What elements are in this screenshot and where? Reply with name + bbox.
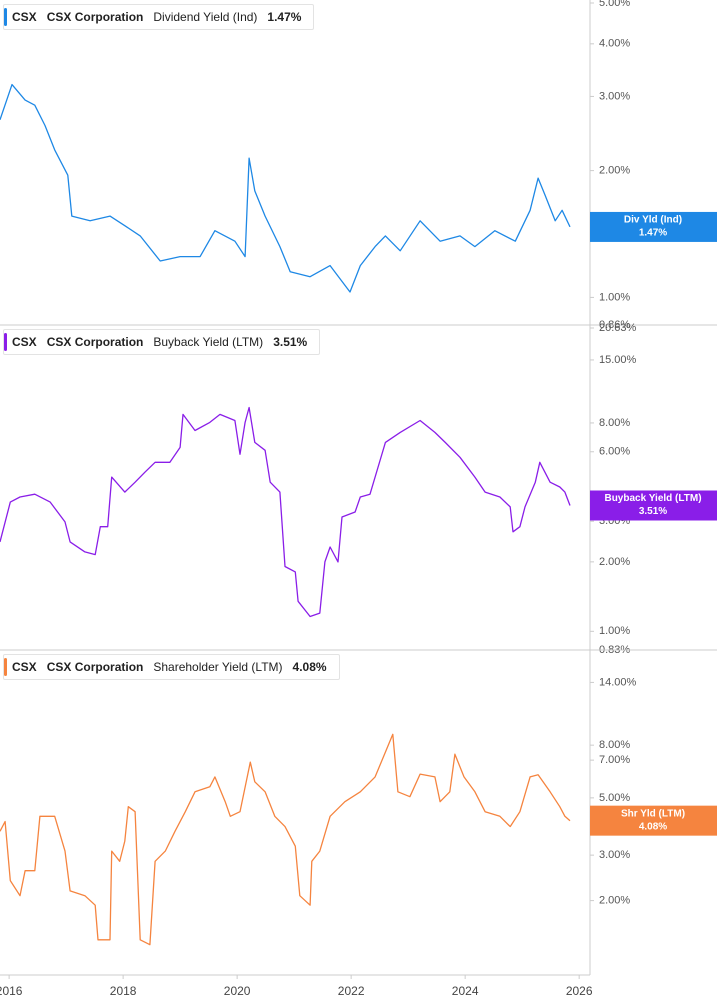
x-tick-label: 2020 — [224, 984, 251, 998]
series-line — [0, 83, 571, 293]
legend-swatch — [4, 333, 7, 351]
y-tick-label: 4.00% — [599, 38, 630, 50]
current-value-label: 3.51% — [639, 506, 667, 517]
x-tick-label: 2018 — [110, 984, 137, 998]
ticker: CSX — [12, 335, 37, 349]
legend: CSX CSX Corporation Buyback Yield (LTM) … — [3, 329, 321, 355]
y-tick-label: 3.00% — [599, 90, 630, 102]
current-value-label: 4.08% — [639, 821, 667, 832]
legend: CSX CSX Corporation Dividend Yield (Ind)… — [3, 4, 315, 30]
current-value-box — [590, 211, 717, 242]
x-tick-label: 2022 — [338, 984, 365, 998]
y-tick-label: 2.00% — [599, 895, 630, 907]
y-tick-label: 14.00% — [599, 676, 637, 688]
y-tick-label: 1.00% — [599, 291, 630, 303]
y-tick-label: 7.00% — [599, 754, 630, 766]
y-tick-label: 5.00% — [599, 0, 630, 9]
y-tick-label: 3.00% — [599, 849, 630, 861]
legend-swatch — [4, 8, 7, 26]
y-tick-label: 2.00% — [599, 165, 630, 177]
y-tick-label: 2.00% — [599, 556, 630, 568]
current-value: 3.51% — [273, 335, 308, 349]
ticker: CSX — [12, 10, 37, 24]
y-tick-label: 5.00% — [599, 792, 630, 804]
x-tick-label: 2024 — [452, 984, 479, 998]
x-tick-label: 2016 — [0, 984, 23, 998]
x-tick-label: 2026 — [566, 984, 593, 998]
current-series-name: Div Yld (Ind) — [624, 215, 682, 226]
series-name: Dividend Yield (Ind) — [153, 10, 258, 24]
legend-swatch — [4, 658, 7, 676]
y-tick-label: 20.63% — [599, 322, 637, 334]
company: CSX Corporation — [46, 335, 144, 349]
y-tick-label: 1.00% — [599, 625, 630, 637]
y-tick-label: 8.00% — [599, 739, 630, 751]
current-value-box — [590, 490, 717, 521]
series-line — [0, 733, 571, 946]
y-tick-label: 15.00% — [599, 354, 637, 366]
current-value: 1.47% — [267, 10, 302, 24]
series-line — [0, 406, 571, 618]
y-tick-label: 6.00% — [599, 446, 630, 458]
y-tick-label: 8.00% — [599, 417, 630, 429]
current-series-name: Buyback Yield (LTM) — [604, 493, 701, 504]
ticker: CSX — [12, 660, 37, 674]
current-value: 4.08% — [292, 660, 327, 674]
current-series-name: Shr Yld (LTM) — [621, 808, 685, 819]
current-value-label: 1.47% — [639, 228, 667, 239]
current-value-box — [590, 805, 717, 836]
company: CSX Corporation — [46, 10, 144, 24]
legend: CSX CSX Corporation Shareholder Yield (L… — [3, 654, 340, 680]
series-name: Shareholder Yield (LTM) — [153, 660, 283, 674]
company: CSX Corporation — [46, 660, 144, 674]
series-name: Buyback Yield (LTM) — [153, 335, 264, 349]
